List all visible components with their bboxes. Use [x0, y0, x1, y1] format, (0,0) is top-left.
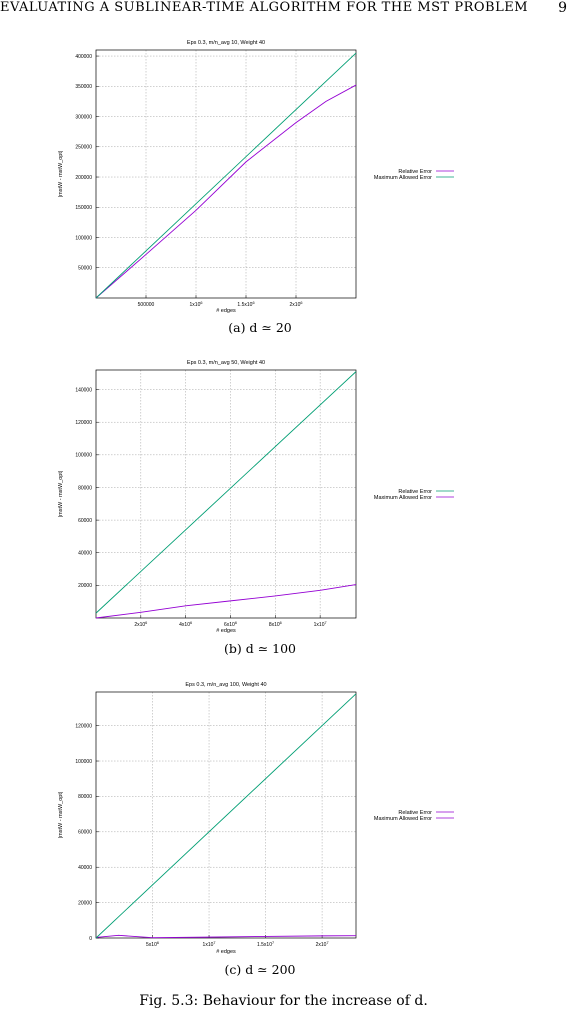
- legend-label-relative-error: Relative Error: [398, 489, 432, 495]
- y-tick-label: 40000: [78, 865, 92, 871]
- x-tick-label: 2x107: [316, 941, 329, 948]
- y-tick-label: 60000: [78, 518, 92, 524]
- legend-label-maximum-allowed-error: Maximum Allowed Error: [374, 816, 432, 822]
- figure-caption: Fig. 5.3: Behaviour for the increase of …: [139, 993, 428, 1009]
- y-tick-label: 50000: [78, 266, 92, 272]
- caption-b: (b) d ≃ 100: [223, 641, 296, 656]
- legend-label-relative-error: Relative Error: [398, 810, 432, 816]
- legend: Relative Error Maximum Allowed Error: [374, 489, 454, 501]
- y-tick-label: 140000: [75, 387, 92, 393]
- plot-area: 500000 1x106 1.5x106 2x106 50000 100000 150000…: [75, 49, 357, 308]
- plot-frame: [95, 691, 357, 939]
- y-tick-label: 400000: [75, 54, 92, 60]
- y-axis-label: |mstW - mstW_opt|: [58, 151, 64, 198]
- y-tick-label: 100000: [75, 235, 92, 241]
- x-tick-label: 1.5x106: [237, 301, 254, 308]
- chart-b: Eps 0.3, m/n_avg 50, Weight 40 2x106 4x10…: [58, 360, 454, 634]
- y-tick-label: 80000: [78, 485, 92, 491]
- x-tick-label: 8x106: [269, 621, 282, 628]
- y-tick-label: 40000: [78, 551, 92, 557]
- running-title: EVALUATING A SUBLINEAR-TIME ALGORITHM FO…: [0, 0, 529, 15]
- x-tick-label: 1x106: [190, 301, 203, 308]
- x-axis-label: # edges: [216, 628, 236, 634]
- legend-label-maximum-allowed-error: Maximum Allowed Error: [374, 495, 432, 501]
- series-line-maximum-allowed-error: [95, 693, 357, 939]
- chart-title: Eps 0.3, m/n_avg 100, Weight 40: [185, 682, 266, 688]
- x-tick-label: 1.5x107: [257, 941, 274, 948]
- y-tick-label: 120000: [75, 420, 92, 426]
- legend: Relative Error Maximum Allowed Error: [374, 810, 454, 822]
- x-tick-label: 6x106: [224, 621, 237, 628]
- x-tick-label: 2x106: [290, 301, 303, 308]
- y-tick-label: 60000: [78, 830, 92, 836]
- plot-frame: [95, 369, 357, 619]
- series-line-maximum-allowed-error: [95, 52, 357, 299]
- y-axis-label: |mstW - mstW_opt|: [58, 471, 64, 518]
- x-axis-label: # edges: [216, 308, 236, 314]
- x-tick-label: 500000: [138, 302, 155, 308]
- page-number: 9: [558, 0, 567, 16]
- x-tick-label: 1x107: [314, 621, 327, 628]
- chart-title: Eps 0.3, m/n_avg 50, Weight 40: [187, 360, 265, 366]
- y-tick-label: 20000: [78, 583, 92, 589]
- series-line-relative-error: [95, 934, 357, 939]
- y-tick-label: 100000: [75, 759, 92, 765]
- legend-label-maximum-allowed-error: Maximum Allowed Error: [374, 175, 432, 181]
- plot-frame: [95, 49, 357, 299]
- x-tick-label: 5x106: [146, 941, 159, 948]
- legend-label-relative-error: Relative Error: [398, 169, 432, 175]
- y-tick-label: 80000: [78, 794, 92, 800]
- y-tick-label: 0: [89, 936, 92, 942]
- y-tick-label: 300000: [75, 114, 92, 120]
- y-tick-label: 250000: [75, 145, 92, 151]
- caption-c: (c) d ≃ 200: [224, 962, 296, 977]
- x-tick-label: 2x106: [134, 621, 147, 628]
- legend: Relative Error Maximum Allowed Error: [374, 169, 454, 181]
- caption-a: (a) d ≃ 20: [228, 320, 292, 335]
- x-tick-label: 4x106: [179, 621, 192, 628]
- series-line-relative-error: [95, 84, 357, 299]
- x-tick-label: 1x107: [203, 941, 216, 948]
- plot-area: 2x106 4x106 6x106 8x106 1x107 20000 40000 60000…: [75, 369, 357, 628]
- y-tick-label: 150000: [75, 205, 92, 211]
- plot-area: 5x106 1x107 1.5x107 2x107 0 20000 40000 60000 80…: [75, 691, 357, 948]
- y-tick-label: 120000: [75, 723, 92, 729]
- chart-a: Eps 0.3, m/n_avg 10, Weight 40 500000 1x1…: [58, 40, 454, 314]
- y-axis-label: |mstW - mstW_opt|: [58, 792, 64, 839]
- chart-title: Eps 0.3, m/n_avg 10, Weight 40: [187, 40, 265, 46]
- y-tick-label: 100000: [75, 453, 92, 459]
- series-line-relative-error: [95, 584, 357, 619]
- series-line-maximum-allowed-error: [95, 371, 357, 614]
- y-tick-label: 200000: [75, 175, 92, 181]
- y-tick-label: 20000: [78, 900, 92, 906]
- x-axis-label: # edges: [216, 949, 236, 955]
- y-tick-label: 350000: [75, 84, 92, 90]
- chart-c: Eps 0.3, m/n_avg 100, Weight 40 5x106 1x1…: [58, 682, 454, 955]
